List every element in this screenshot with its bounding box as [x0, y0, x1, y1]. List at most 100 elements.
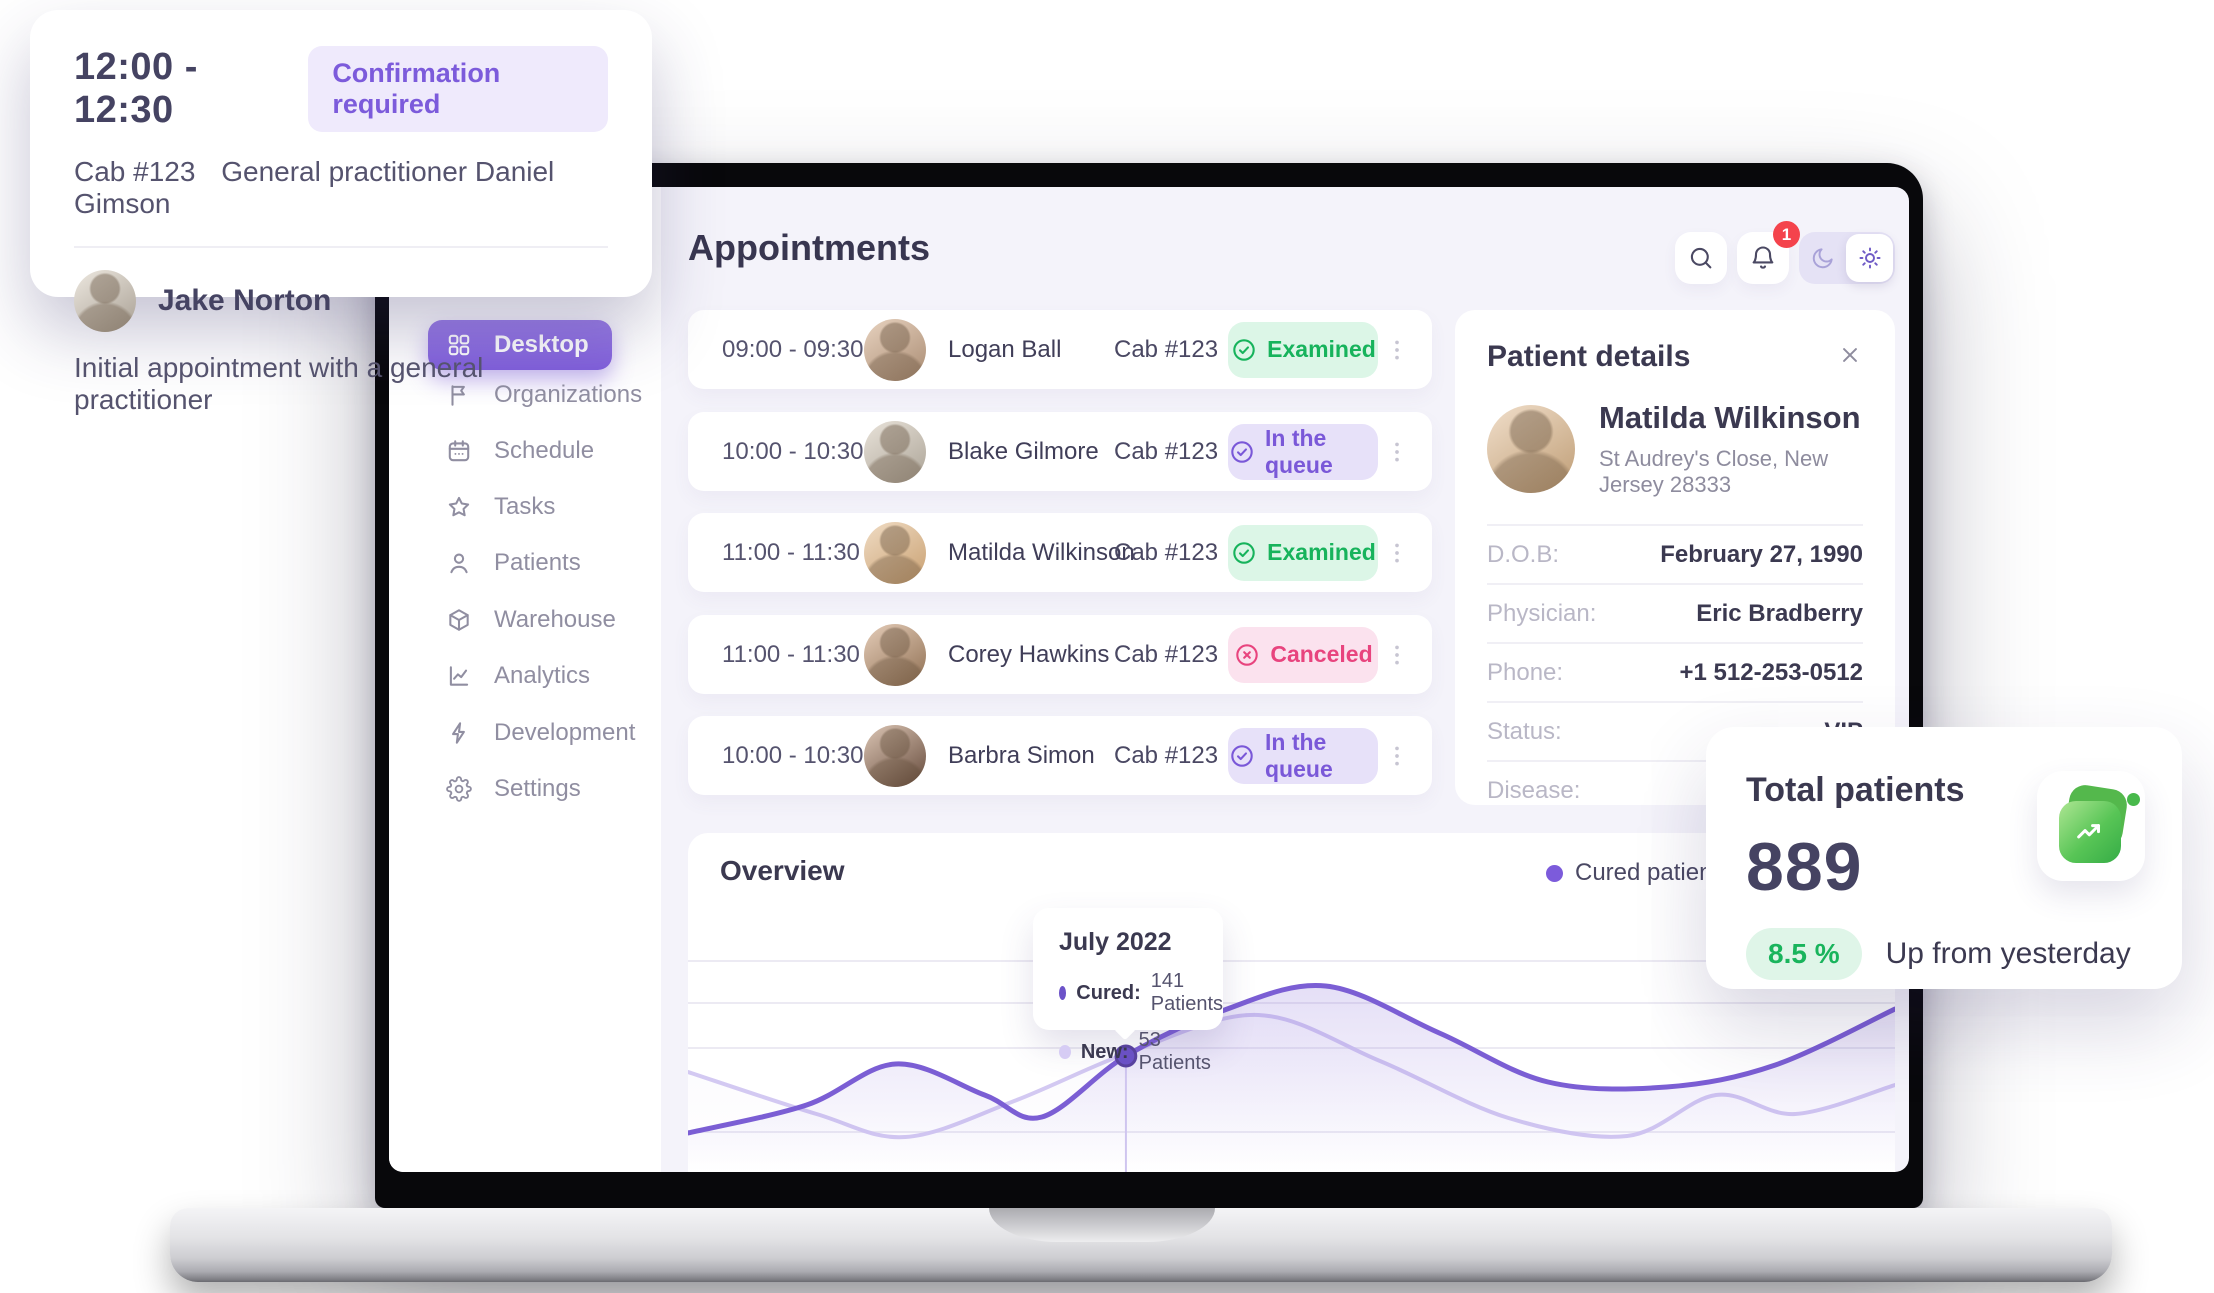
stat-caption: Up from yesterday: [1885, 937, 2131, 970]
x-circle-icon: [1233, 641, 1261, 669]
sidebar-item-tasks[interactable]: Tasks: [428, 481, 612, 533]
cab-number: Cab #123: [1114, 437, 1219, 465]
appointment-row[interactable]: 10:00 - 10:30 Blake Gilmore Cab #123 In …: [688, 412, 1432, 491]
cab-number: Cab #123: [74, 156, 196, 187]
laptop-lid-notch: [989, 1208, 1215, 1242]
appointment-row[interactable]: 11:00 - 11:30 Corey Hawkins Cab #123 Can…: [688, 615, 1432, 694]
avatar: [864, 420, 926, 483]
moon-icon: [1810, 245, 1836, 271]
sidebar-item-development[interactable]: Development: [428, 707, 635, 759]
sidebar-item-label: Desktop: [494, 331, 589, 358]
appointment-time: 11:00 - 11:30: [722, 538, 860, 566]
chart-tooltip: July 2022 Cured: 141 Patients New: 53 Pa…: [1033, 908, 1223, 1074]
dark-mode-option[interactable]: [1799, 232, 1846, 284]
sidebar-item-label: Warehouse: [494, 606, 616, 633]
row-menu-button[interactable]: [1384, 642, 1410, 668]
trend-up-icon: [2059, 801, 2121, 863]
package-icon: [446, 607, 472, 633]
stat-delta-badge: 8.5 %: [1746, 928, 1862, 980]
sidebar-item-warehouse[interactable]: Warehouse: [428, 594, 616, 646]
check-circle-icon: [1228, 438, 1256, 466]
divider: [74, 246, 608, 248]
patient-name: Matilda Wilkinson: [948, 538, 1135, 566]
sidebar: Desktop Organizations Schedule Tasks: [389, 187, 661, 1172]
cab-number: Cab #123: [1114, 335, 1219, 363]
appointment-time: 11:00 - 11:30: [722, 640, 860, 668]
check-circle-icon: [1228, 742, 1256, 770]
patient-name: Blake Gilmore: [948, 437, 1099, 465]
avatar: [864, 724, 926, 787]
cab-number: Cab #123: [1114, 741, 1219, 769]
sidebar-item-desktop[interactable]: Desktop: [428, 320, 612, 370]
patient-field: Physician: Eric Bradberry: [1487, 583, 1863, 642]
appointment-row[interactable]: 09:00 - 09:30 Logan Ball Cab #123 Examin…: [688, 310, 1432, 389]
status-badge: In the queue: [1228, 423, 1378, 480]
row-menu-button[interactable]: [1384, 743, 1410, 769]
status-badge: Examined: [1228, 321, 1378, 378]
sidebar-item-label: Settings: [494, 775, 581, 802]
tooltip-row: Cured: 141 Patients: [1059, 970, 1223, 1016]
status-badge: Canceled: [1228, 626, 1378, 683]
gear-icon: [446, 776, 472, 802]
appointment-row[interactable]: 10:00 - 10:30 Barbra Simon Cab #123 In t…: [688, 716, 1432, 795]
stat-icon-dot: [2127, 793, 2140, 806]
person-name: Jake Norton: [158, 284, 332, 317]
appointment-time: 10:00 - 10:30: [722, 741, 864, 769]
overview-title: Overview: [720, 855, 845, 886]
patient-field: Disease:: [1487, 760, 1863, 819]
sidebar-item-settings[interactable]: Settings: [428, 763, 612, 815]
close-icon[interactable]: [1837, 342, 1863, 368]
status-badge: In the queue: [1228, 727, 1378, 784]
stat-icon-box: [2037, 771, 2145, 881]
sidebar-item-label: Schedule: [494, 437, 595, 464]
row-menu-button[interactable]: [1384, 439, 1410, 465]
search-button[interactable]: [1675, 232, 1727, 284]
sidebar-item-label: Patients: [494, 549, 581, 576]
patient-detail-name: Matilda Wilkinson: [1599, 400, 1861, 435]
appointment-time: 10:00 - 10:30: [722, 437, 864, 465]
patient-field: D.O.B: February 27, 1990: [1487, 524, 1863, 583]
status-label: Examined: [1267, 539, 1376, 565]
page-title: Appointments: [688, 227, 930, 268]
legend-dot: [1546, 864, 1563, 882]
appointment-confirmation-card: 12:00 - 12:30 Confirmation required Cab …: [30, 10, 652, 415]
avatar: [74, 270, 136, 332]
patient-details-panel: Patient details Matilda Wilkinson St Aud…: [1455, 310, 1895, 805]
avatar: [864, 521, 926, 584]
appointment-time: 09:00 - 09:30: [722, 335, 864, 363]
sun-icon: [1857, 245, 1883, 271]
sidebar-item-label: Organizations: [494, 381, 643, 408]
notification-badge: 1: [1773, 221, 1800, 248]
status-badge: Examined: [1228, 524, 1378, 581]
patient-field: Phone: +1 512-253-0512: [1487, 642, 1863, 701]
user-icon: [446, 550, 472, 576]
avatar: [864, 318, 926, 381]
panel-title: Patient details: [1487, 340, 1691, 373]
flag-icon: [446, 382, 472, 408]
sidebar-item-patients[interactable]: Patients: [428, 537, 612, 589]
bolt-icon: [446, 720, 472, 746]
legend-label: Cured patients: [1575, 859, 1732, 886]
sidebar-item-analytics[interactable]: Analytics: [428, 650, 612, 702]
status-label: In the queue: [1265, 728, 1333, 782]
chart-icon: [446, 663, 472, 689]
patient-name: Corey Hawkins: [948, 640, 1110, 668]
dashboard: Desktop Organizations Schedule Tasks: [389, 187, 1909, 1172]
patients-line-chart: [688, 960, 1895, 1172]
row-menu-button[interactable]: [1384, 540, 1410, 566]
row-menu-button[interactable]: [1384, 337, 1410, 363]
status-label: In the queue: [1265, 424, 1333, 478]
total-patients-card: Total patients 889 8.5 % Up from yesterd…: [1706, 727, 2182, 989]
light-mode-option[interactable]: [1846, 234, 1893, 282]
sidebar-item-organizations[interactable]: Organizations: [428, 369, 642, 421]
theme-toggle: [1799, 232, 1895, 284]
new-dot: [1059, 1045, 1071, 1059]
sidebar-item-schedule[interactable]: Schedule: [428, 425, 612, 477]
chart-legend: Cured patients: [1546, 859, 1731, 887]
overview-panel: Overview Cured patients July 2022 Cured:…: [688, 833, 1895, 1172]
appointment-row[interactable]: 11:00 - 11:30 Matilda Wilkinson Cab #123…: [688, 513, 1432, 592]
stat-value: 889: [1746, 829, 1863, 905]
calendar-icon: [446, 438, 472, 464]
sidebar-item-label: Analytics: [494, 662, 591, 689]
